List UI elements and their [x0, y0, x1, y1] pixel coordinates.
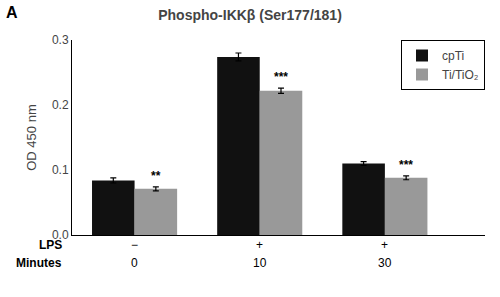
svg-text:0.2: 0.2: [52, 98, 69, 112]
svg-text:**: **: [151, 169, 161, 183]
svg-text:Ti/TiO₂: Ti/TiO₂: [442, 68, 479, 82]
svg-text:Minutes: Minutes: [16, 256, 62, 270]
svg-text:cpTi: cpTi: [442, 49, 464, 63]
svg-text:10: 10: [253, 256, 267, 270]
svg-text:−: −: [131, 238, 138, 252]
svg-text:Phospho-IKKβ (Ser177/181): Phospho-IKKβ (Ser177/181): [158, 7, 342, 23]
svg-text:+: +: [256, 238, 263, 252]
svg-text:0.0: 0.0: [52, 228, 69, 242]
svg-text:0: 0: [131, 256, 138, 270]
svg-text:***: ***: [399, 158, 413, 172]
svg-text:0.3: 0.3: [52, 33, 69, 47]
svg-text:OD 450 nm: OD 450 nm: [24, 104, 39, 170]
svg-text:A: A: [6, 4, 18, 21]
svg-text:***: ***: [274, 70, 288, 84]
svg-text:+: +: [381, 238, 388, 252]
svg-text:0.1: 0.1: [52, 163, 69, 177]
svg-text:30: 30: [378, 256, 392, 270]
svg-text:LPS: LPS: [39, 238, 62, 252]
